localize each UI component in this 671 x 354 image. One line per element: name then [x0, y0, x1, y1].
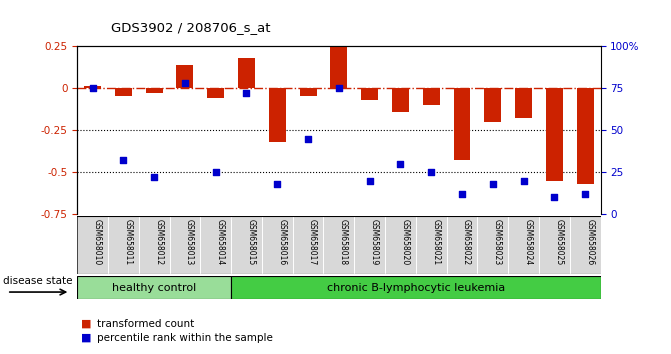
- Bar: [231, 276, 601, 299]
- Bar: [484, 88, 501, 122]
- Point: [303, 136, 313, 141]
- Point: [241, 90, 252, 96]
- Text: GSM658018: GSM658018: [339, 219, 348, 265]
- Point: [580, 191, 590, 197]
- Text: disease state: disease state: [3, 275, 73, 286]
- Point: [149, 175, 160, 180]
- Text: GSM658024: GSM658024: [523, 219, 533, 265]
- Text: GSM658014: GSM658014: [215, 219, 225, 265]
- Point: [426, 169, 437, 175]
- Point: [118, 158, 129, 163]
- Bar: [330, 42, 348, 88]
- Bar: [77, 276, 231, 299]
- Point: [210, 169, 221, 175]
- Bar: [361, 88, 378, 100]
- Text: GSM658011: GSM658011: [123, 219, 132, 265]
- Text: ■: ■: [81, 319, 91, 329]
- Text: GSM658019: GSM658019: [370, 219, 378, 265]
- Text: GSM658025: GSM658025: [554, 219, 564, 265]
- Point: [395, 161, 406, 167]
- Bar: [454, 88, 470, 160]
- Text: GSM658022: GSM658022: [462, 219, 471, 265]
- Bar: [546, 88, 563, 181]
- Bar: [423, 88, 440, 105]
- Text: GSM658010: GSM658010: [93, 219, 101, 265]
- Point: [333, 85, 344, 91]
- Text: GDS3902 / 208706_s_at: GDS3902 / 208706_s_at: [111, 21, 270, 34]
- Bar: [392, 88, 409, 112]
- Bar: [299, 88, 317, 97]
- Text: chronic B-lymphocytic leukemia: chronic B-lymphocytic leukemia: [327, 282, 505, 293]
- Text: GSM658017: GSM658017: [308, 219, 317, 265]
- Text: GSM658015: GSM658015: [246, 219, 256, 265]
- Text: GSM658021: GSM658021: [431, 219, 440, 265]
- Text: GSM658023: GSM658023: [493, 219, 502, 265]
- Point: [549, 195, 560, 200]
- Bar: [84, 86, 101, 88]
- Bar: [115, 88, 132, 97]
- Bar: [269, 88, 286, 142]
- Text: percentile rank within the sample: percentile rank within the sample: [97, 333, 273, 343]
- Bar: [146, 88, 162, 93]
- Text: GSM658012: GSM658012: [154, 219, 163, 265]
- Point: [457, 191, 468, 197]
- Bar: [176, 64, 193, 88]
- Text: GSM658013: GSM658013: [185, 219, 194, 265]
- Bar: [238, 58, 255, 88]
- Text: GSM658020: GSM658020: [401, 219, 409, 265]
- Text: GSM658026: GSM658026: [585, 219, 594, 265]
- Text: transformed count: transformed count: [97, 319, 195, 329]
- Point: [518, 178, 529, 183]
- Text: ■: ■: [81, 333, 91, 343]
- Bar: [576, 88, 594, 184]
- Point: [180, 80, 191, 86]
- Text: healthy control: healthy control: [112, 282, 196, 293]
- Point: [272, 181, 282, 187]
- Bar: [207, 88, 224, 98]
- Point: [87, 85, 98, 91]
- Bar: [515, 88, 532, 118]
- Text: GSM658016: GSM658016: [277, 219, 287, 265]
- Point: [487, 181, 498, 187]
- Point: [364, 178, 375, 183]
